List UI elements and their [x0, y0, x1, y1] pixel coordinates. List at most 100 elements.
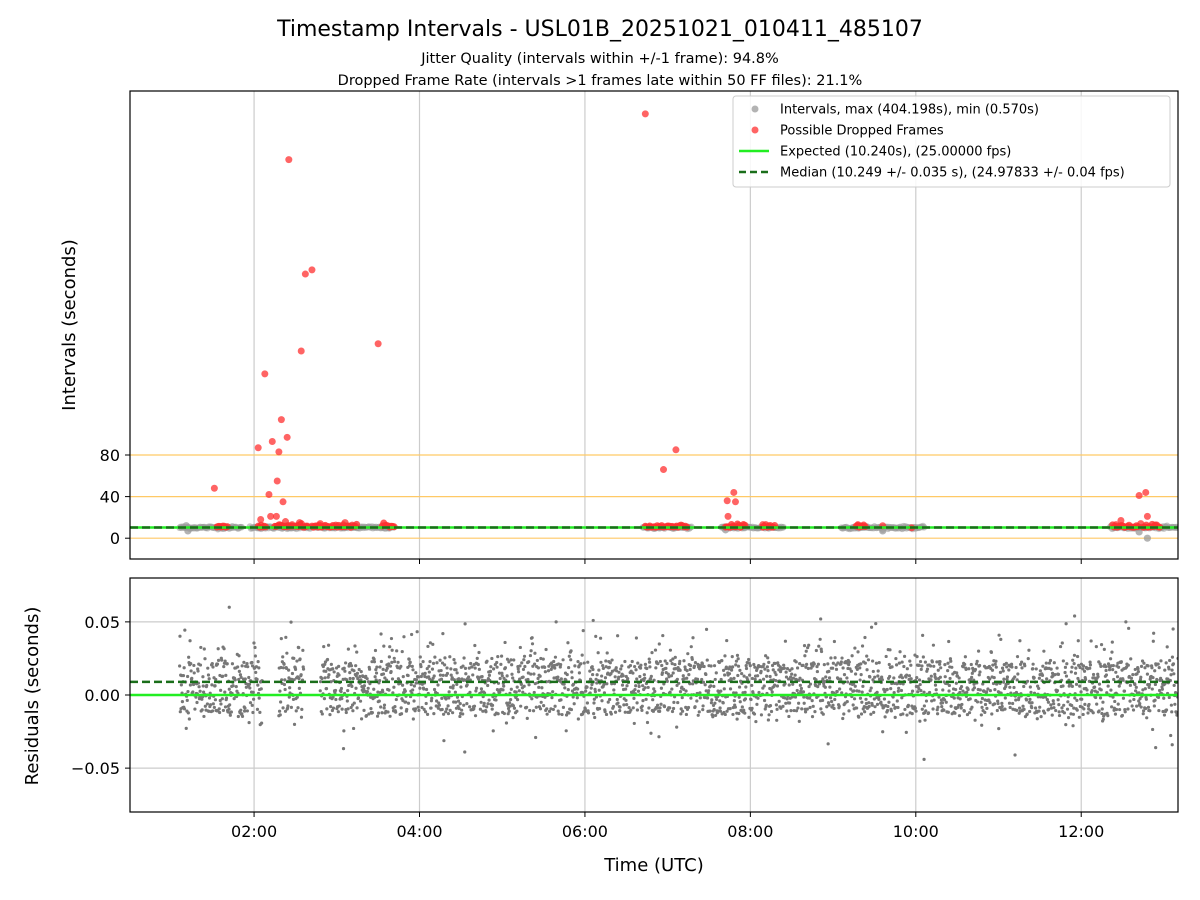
residual-point	[279, 637, 283, 641]
residual-point	[793, 673, 797, 677]
residual-point	[582, 661, 586, 665]
residual-point	[891, 703, 896, 707]
residual-point	[793, 695, 798, 699]
residual-point	[458, 714, 462, 719]
residual-point	[701, 680, 706, 684]
residual-point	[858, 696, 863, 700]
residual-point	[498, 676, 502, 681]
residual-point	[297, 646, 301, 650]
figure-title: Timestamp Intervals - USL01B_20251021_01…	[276, 17, 923, 42]
residual-point	[379, 705, 383, 709]
residual-point	[440, 696, 444, 700]
residual-point	[919, 667, 923, 672]
residual-point	[883, 715, 887, 719]
residual-point	[924, 709, 928, 713]
residual-point	[660, 671, 665, 675]
residual-point	[1106, 662, 1111, 666]
residual-point	[693, 660, 698, 665]
residual-point	[764, 654, 768, 658]
residual-point	[834, 667, 839, 671]
residual-point	[1088, 666, 1092, 670]
residual-point	[415, 630, 419, 634]
residual-point	[521, 675, 525, 679]
residual-point	[771, 668, 775, 672]
residual-point	[965, 712, 970, 717]
residual-point	[512, 658, 516, 662]
residual-point	[618, 705, 622, 709]
residual-point	[931, 643, 936, 647]
residual-point	[900, 660, 904, 664]
residual-point	[905, 673, 909, 677]
residual-point	[653, 648, 658, 652]
residual-point	[1029, 690, 1033, 695]
residual-point	[848, 667, 852, 671]
residual-point	[617, 675, 621, 679]
residual-point	[858, 678, 862, 682]
residual-point	[346, 707, 350, 711]
residual-point	[186, 674, 190, 679]
residual-point	[803, 654, 807, 658]
residual-point	[647, 657, 651, 661]
residual-point	[787, 701, 792, 705]
residual-point	[215, 662, 220, 666]
intervals-y-tick-label: 0	[110, 529, 120, 548]
residual-point	[906, 703, 910, 707]
residual-point	[993, 688, 997, 692]
residual-point	[1167, 667, 1171, 671]
residual-point	[1046, 700, 1051, 704]
residual-point	[1145, 672, 1150, 676]
residual-point	[1127, 626, 1131, 630]
residual-point	[195, 700, 199, 705]
residual-point	[376, 690, 380, 694]
residual-point	[428, 677, 432, 681]
residual-point	[823, 685, 827, 689]
residual-point	[636, 661, 640, 665]
residual-point	[380, 711, 384, 715]
residual-point	[670, 662, 674, 666]
residual-point	[936, 705, 940, 709]
residual-point	[281, 655, 285, 659]
residual-point	[362, 708, 366, 713]
residual-point	[900, 696, 904, 700]
residual-point	[875, 690, 879, 694]
residual-point	[1087, 702, 1091, 707]
residual-point	[238, 673, 243, 677]
residual-point	[373, 675, 377, 679]
residual-point	[902, 654, 907, 659]
residual-point	[556, 675, 560, 679]
residual-point	[460, 708, 464, 712]
residual-point	[332, 670, 336, 674]
residual-point	[721, 668, 726, 672]
residual-point	[773, 683, 777, 687]
residual-point	[705, 658, 709, 662]
residual-point	[200, 697, 204, 701]
residual-point	[949, 659, 953, 663]
residual-point	[455, 695, 460, 699]
residual-point	[767, 660, 771, 664]
residual-point	[1151, 727, 1155, 732]
residual-point	[1128, 699, 1132, 703]
residual-point	[922, 690, 926, 694]
residual-point	[377, 699, 381, 703]
residual-point	[702, 664, 706, 669]
residual-point	[768, 674, 772, 679]
residual-point	[886, 704, 890, 709]
residual-point	[505, 657, 510, 661]
residual-point	[299, 673, 303, 677]
residual-points	[178, 605, 1178, 761]
residual-point	[717, 660, 722, 665]
residual-point	[946, 710, 950, 714]
residual-point	[562, 682, 566, 686]
residual-point	[649, 731, 653, 735]
residual-point	[680, 695, 684, 700]
residual-point	[451, 686, 455, 690]
residual-point	[731, 712, 735, 717]
residual-point	[202, 714, 206, 719]
residual-point	[392, 659, 397, 664]
residual-point	[1008, 705, 1012, 710]
residual-point	[671, 657, 675, 661]
residual-point	[742, 708, 746, 712]
residual-point	[728, 687, 733, 691]
residual-point	[833, 656, 837, 660]
residual-point	[787, 714, 791, 719]
